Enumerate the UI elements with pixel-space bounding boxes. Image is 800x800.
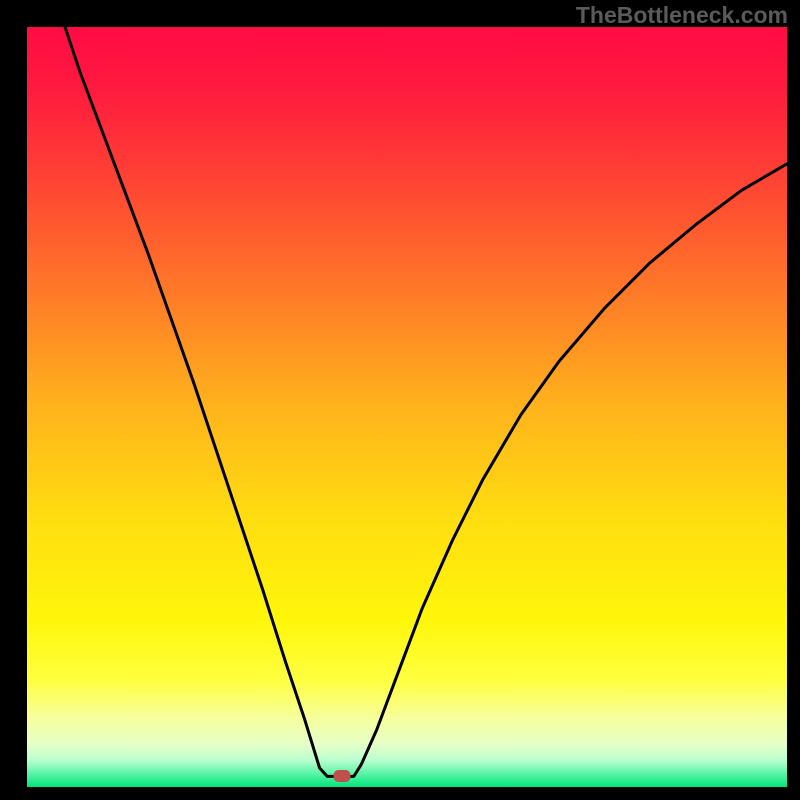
optimum-marker bbox=[334, 770, 351, 782]
plot-area bbox=[27, 27, 787, 787]
watermark-text: TheBottleneck.com bbox=[576, 2, 788, 29]
bottleneck-curve bbox=[27, 27, 787, 787]
chart-frame: TheBottleneck.com bbox=[0, 0, 800, 800]
